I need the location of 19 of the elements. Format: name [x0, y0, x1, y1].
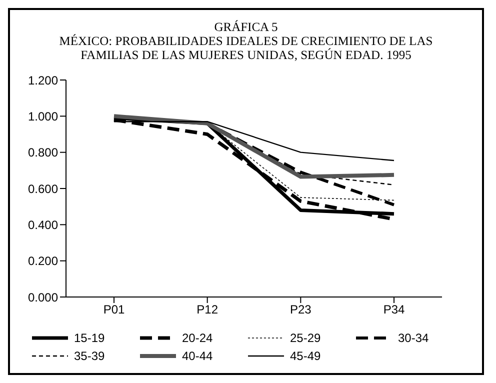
y-tick-label: 0.000	[28, 290, 58, 304]
y-tick-label: 0.800	[28, 146, 58, 160]
legend-label: 40-44	[182, 349, 213, 363]
y-tick-label: 0.200	[28, 254, 58, 268]
legend-label: 30-34	[398, 331, 429, 345]
y-tick-label: 1.200	[28, 73, 58, 88]
chart-title: GRÁFICA 5 MÉXICO: PROBABILIDADES IDEALES DE CRECIMIENTO DE LAS FAMILIAS DE LAS MUJERES UNIDAS, SEGÚN EDAD. 1995	[58, 20, 434, 62]
y-tick-label: 0.400	[28, 218, 58, 232]
legend-label: 15-19	[74, 331, 105, 345]
y-tick-label: 1.000	[28, 109, 58, 124]
x-tick-label: P23	[290, 302, 312, 317]
x-tick-label: P34	[383, 302, 405, 317]
x-tick-label: P12	[196, 302, 218, 317]
y-tick-label: 0.600	[28, 182, 58, 196]
legend-label: 45-49	[290, 349, 321, 363]
legend-label: 20-24	[182, 331, 213, 345]
legend-label: 25-29	[290, 331, 321, 345]
x-tick-label: P01	[103, 302, 125, 317]
legend-label: 35-39	[74, 349, 105, 363]
